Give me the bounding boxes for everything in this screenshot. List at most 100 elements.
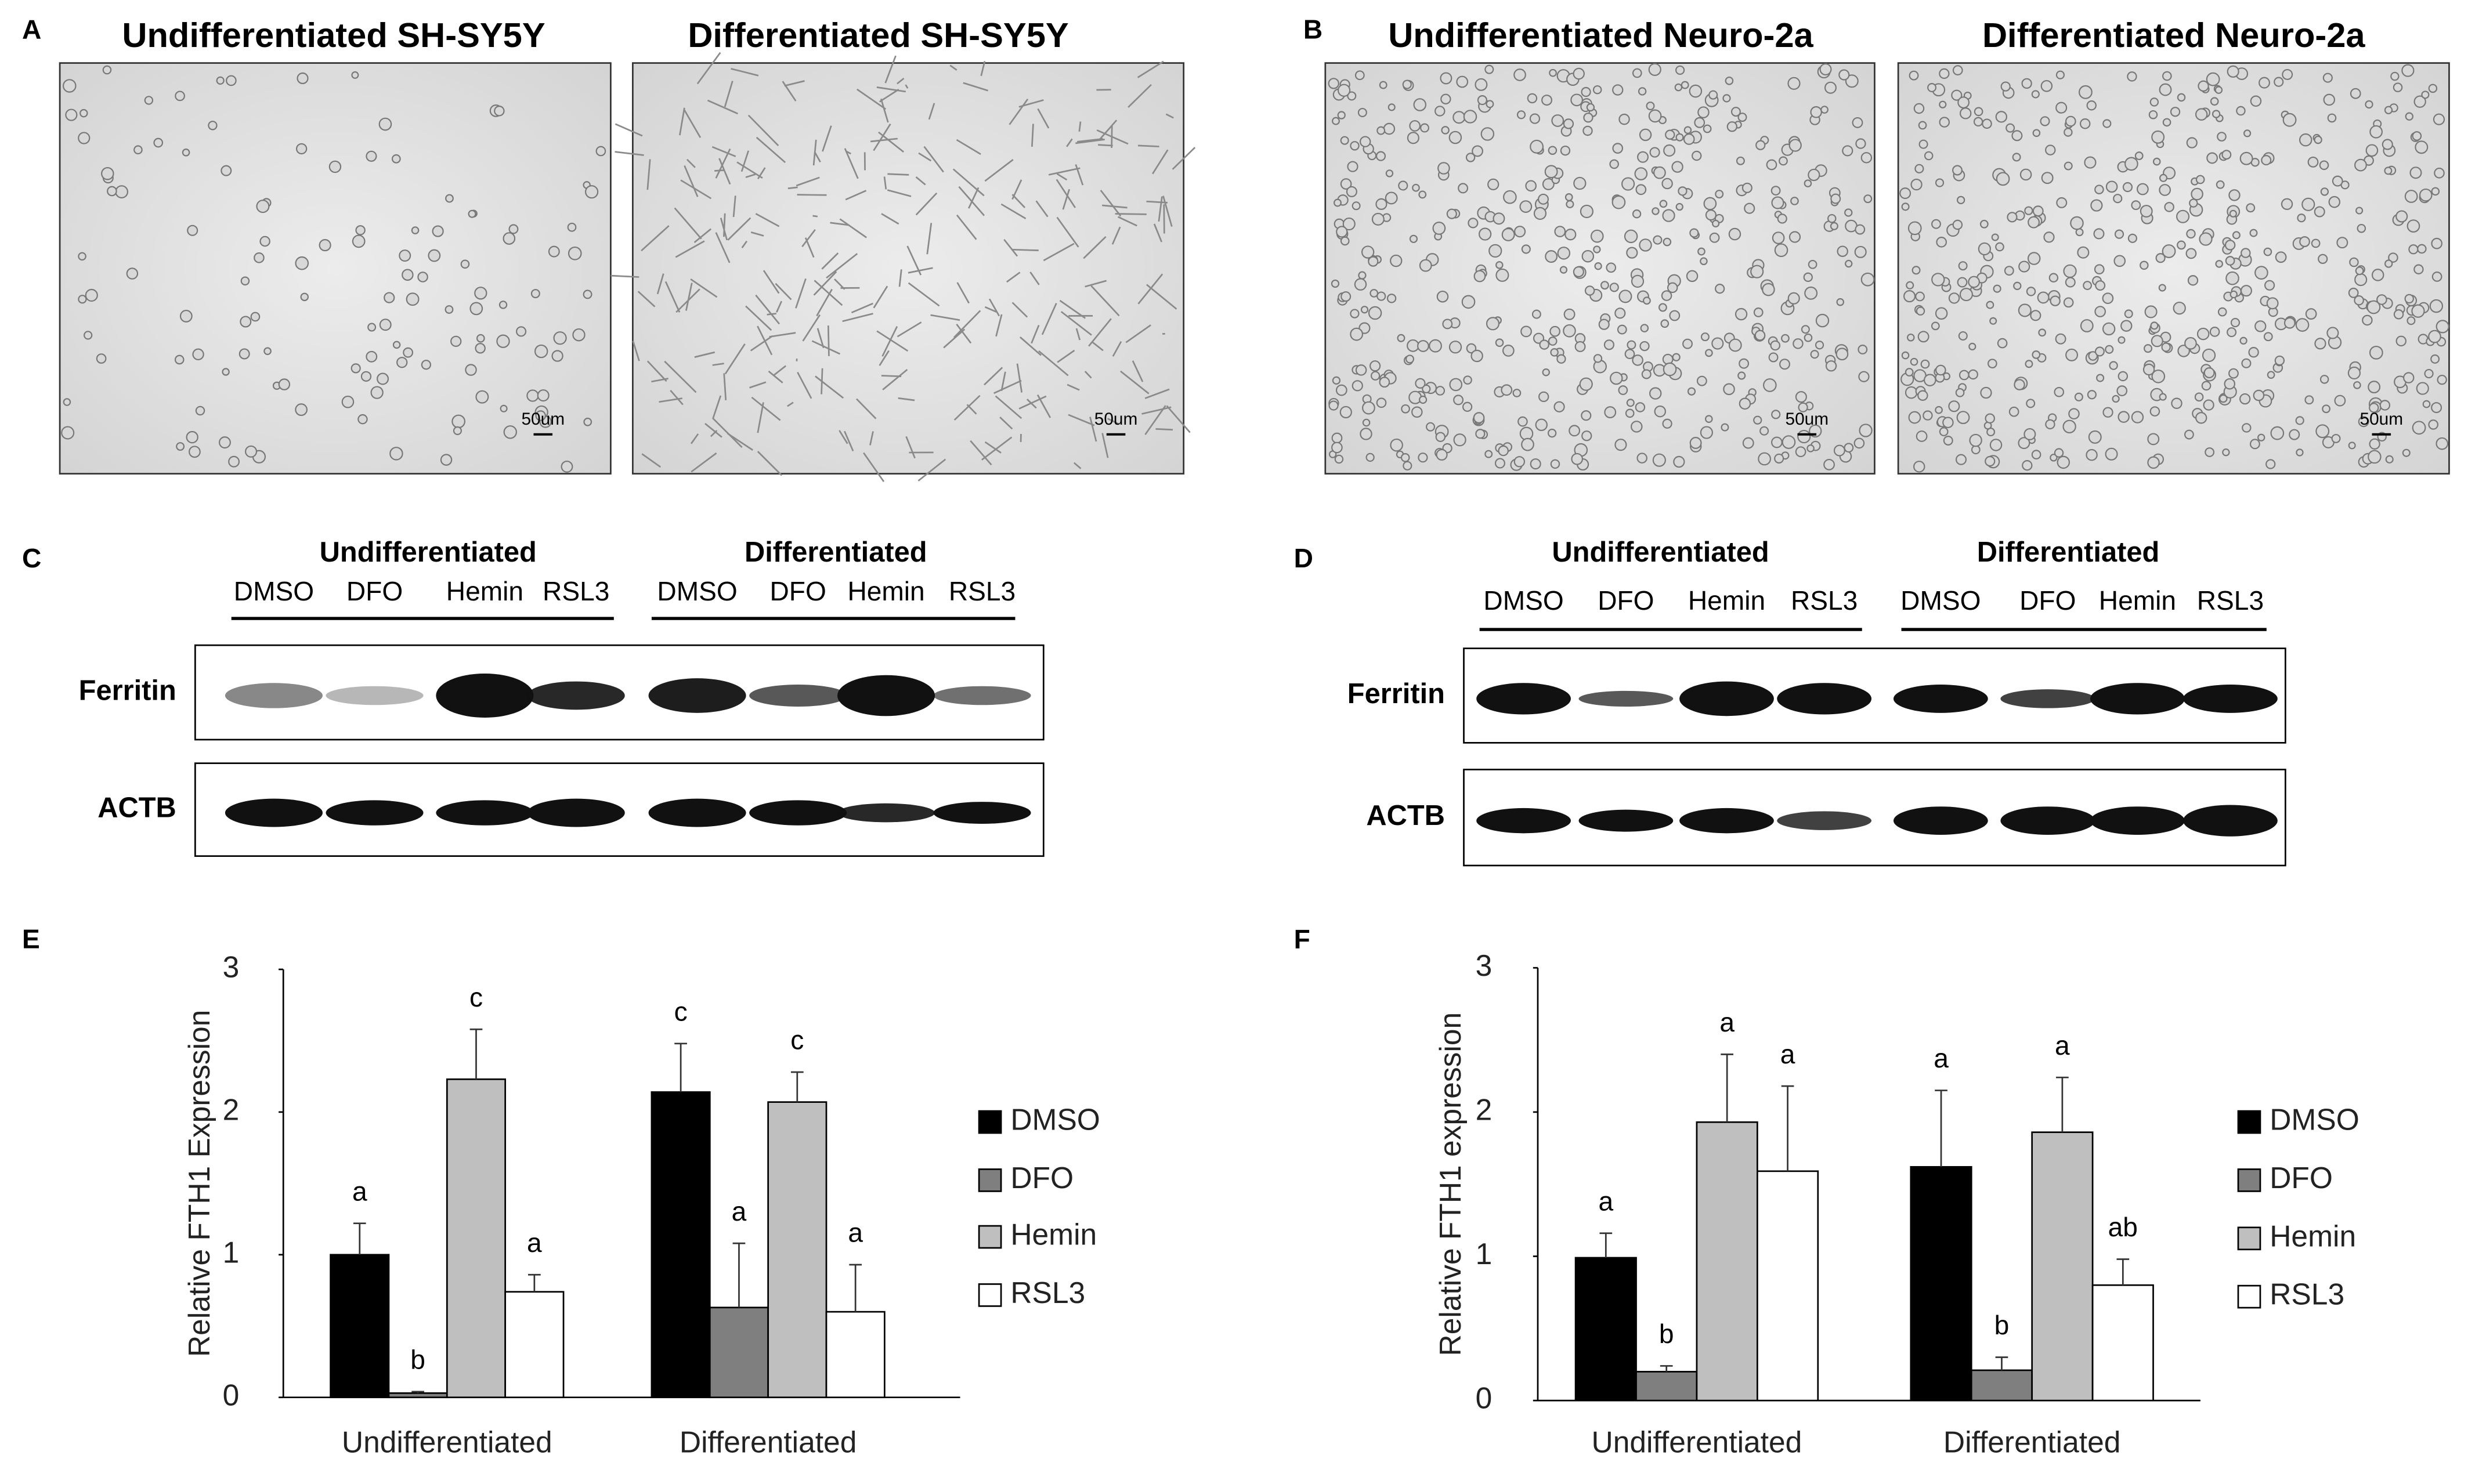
cell bbox=[78, 252, 86, 261]
cell bbox=[2140, 260, 2149, 270]
cell bbox=[1340, 236, 1350, 246]
cell bbox=[2062, 419, 2076, 433]
cell bbox=[2368, 381, 2381, 394]
cell bbox=[1582, 125, 1593, 136]
bar bbox=[2031, 1131, 2094, 1402]
cell bbox=[2248, 347, 2259, 358]
cell bbox=[2366, 300, 2381, 314]
neurite bbox=[686, 158, 696, 168]
cell bbox=[1412, 183, 1420, 192]
cell bbox=[1535, 418, 1548, 431]
cell bbox=[2283, 317, 2296, 329]
neurite bbox=[881, 375, 902, 378]
cell bbox=[126, 267, 139, 280]
cell bbox=[1797, 429, 1811, 444]
cell bbox=[1517, 416, 1528, 427]
cell bbox=[1835, 348, 1849, 361]
cell bbox=[1768, 352, 1779, 363]
neurite bbox=[782, 81, 797, 102]
cell bbox=[221, 165, 232, 176]
cell bbox=[2086, 100, 2097, 111]
lane-label: Hemin bbox=[2099, 585, 2176, 616]
cell bbox=[2054, 448, 2064, 458]
cell bbox=[1777, 213, 1787, 224]
cell bbox=[263, 347, 272, 356]
cell bbox=[2173, 301, 2186, 315]
cell bbox=[1369, 289, 1379, 298]
neurite bbox=[1009, 98, 1029, 125]
micrograph-title: Differentiated Neuro-2a bbox=[1982, 16, 2365, 55]
neurite bbox=[821, 252, 839, 270]
bar bbox=[1757, 1170, 1819, 1402]
cell bbox=[2214, 86, 2223, 94]
cell bbox=[1368, 306, 1382, 320]
cell bbox=[1564, 193, 1573, 201]
cell bbox=[406, 292, 420, 306]
cell bbox=[78, 295, 87, 304]
cell bbox=[2242, 423, 2252, 433]
cell bbox=[1819, 63, 1832, 75]
cell bbox=[1914, 164, 1924, 173]
cell bbox=[1542, 178, 1555, 190]
cell bbox=[2094, 306, 2106, 317]
panel-letter: C bbox=[22, 543, 41, 573]
cell bbox=[1795, 391, 1807, 403]
neurite bbox=[905, 84, 909, 89]
cell bbox=[2267, 371, 2275, 379]
neurite bbox=[898, 397, 915, 401]
blot-band bbox=[2000, 806, 2095, 835]
cell bbox=[2022, 460, 2033, 471]
neurite bbox=[1035, 200, 1049, 218]
neurite bbox=[637, 291, 656, 307]
cell bbox=[2412, 131, 2422, 141]
cell bbox=[2113, 194, 2123, 204]
cell bbox=[1735, 307, 1748, 321]
cell bbox=[1672, 353, 1681, 361]
significance-letter: a bbox=[1719, 1007, 1735, 1037]
cell bbox=[2109, 361, 2118, 370]
cell bbox=[1837, 245, 1848, 257]
neurite bbox=[970, 440, 992, 466]
cell bbox=[508, 224, 519, 234]
neurite bbox=[750, 335, 774, 352]
cell bbox=[2043, 231, 2055, 243]
legend-swatch bbox=[978, 1110, 1002, 1134]
cell bbox=[1635, 402, 1646, 412]
cell bbox=[2140, 205, 2153, 218]
cell bbox=[2158, 284, 2166, 292]
cell bbox=[2353, 381, 2361, 389]
cell bbox=[1581, 86, 1591, 97]
cell bbox=[195, 406, 205, 416]
cell bbox=[2249, 229, 2258, 237]
cell bbox=[2431, 187, 2440, 196]
cell bbox=[1824, 81, 1837, 94]
cell bbox=[1472, 145, 1483, 157]
neurite bbox=[1115, 213, 1147, 215]
neurite bbox=[796, 176, 820, 187]
error-bar bbox=[732, 1242, 746, 1308]
cell bbox=[2068, 408, 2080, 420]
cell bbox=[1696, 375, 1707, 386]
cell bbox=[2040, 79, 2053, 92]
cell bbox=[2334, 394, 2346, 407]
neurite bbox=[981, 436, 1013, 461]
cell bbox=[1858, 345, 1868, 354]
cell bbox=[2201, 381, 2212, 391]
cell bbox=[2209, 327, 2220, 337]
cell bbox=[1830, 193, 1841, 204]
cell bbox=[1369, 360, 1381, 372]
cell bbox=[2080, 319, 2094, 332]
cell bbox=[1705, 349, 1713, 357]
cell bbox=[1683, 126, 1692, 134]
neurite bbox=[953, 310, 981, 338]
cell bbox=[1801, 325, 1810, 334]
y-tick-label: 3 bbox=[223, 950, 240, 984]
neurite bbox=[732, 196, 736, 218]
cell bbox=[2063, 297, 2074, 308]
cell bbox=[2105, 345, 2114, 354]
cell bbox=[1544, 165, 1558, 179]
cell bbox=[2184, 429, 2194, 440]
cell bbox=[1626, 399, 1635, 407]
cell bbox=[1686, 270, 1699, 283]
neurite bbox=[856, 398, 877, 419]
